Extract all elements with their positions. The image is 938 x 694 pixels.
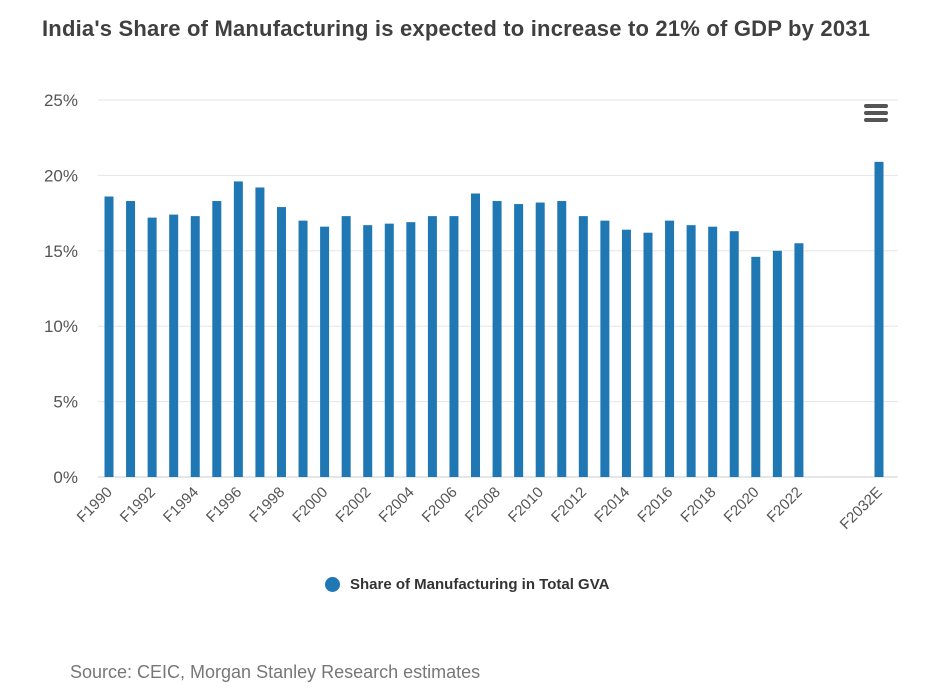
- bar[interactable]: [169, 214, 179, 477]
- bar[interactable]: [492, 201, 502, 477]
- bar[interactable]: [255, 187, 265, 478]
- x-tick-label: F2018: [677, 484, 719, 526]
- bar[interactable]: [298, 220, 308, 477]
- hamburger-menu-icon[interactable]: [864, 104, 888, 126]
- y-tick-label: 0%: [53, 468, 78, 487]
- bar[interactable]: [126, 201, 136, 477]
- x-tick-label: F2004: [376, 484, 418, 526]
- x-tick-label: F1996: [203, 484, 245, 526]
- y-tick-label: 20%: [44, 166, 78, 185]
- bar-chart: 0% 5% 10% 15% 20% 25% F1990 F1992 F1994 F1996 F19…: [44, 91, 898, 533]
- x-tick-label: F1998: [246, 484, 288, 526]
- bar[interactable]: [427, 216, 437, 477]
- x-tick-label: F2000: [289, 484, 331, 526]
- x-tick-label: F2016: [634, 484, 676, 526]
- bar[interactable]: [514, 204, 524, 477]
- bar[interactable]: [233, 181, 243, 477]
- legend-item[interactable]: Share of Manufacturing in Total GVA: [325, 576, 609, 593]
- y-tick-label: 25%: [44, 91, 78, 110]
- chart-title: India's Share of Manufacturing is expect…: [42, 16, 871, 41]
- bar[interactable]: [190, 216, 200, 477]
- bar[interactable]: [147, 217, 157, 477]
- bar[interactable]: [708, 226, 718, 477]
- x-tick-label: F2032E: [837, 484, 886, 533]
- legend-marker: [325, 577, 340, 592]
- x-tick-label: F2020: [721, 484, 763, 526]
- bar[interactable]: [384, 223, 394, 477]
- x-tick-label: F1990: [74, 484, 116, 526]
- x-tick-label: F1994: [160, 484, 202, 526]
- bar[interactable]: [794, 243, 804, 477]
- bar[interactable]: [578, 216, 588, 477]
- x-tick-label: F2022: [764, 484, 806, 526]
- bar[interactable]: [621, 229, 631, 477]
- bar[interactable]: [772, 250, 782, 477]
- y-tick-label: 5%: [53, 393, 78, 412]
- bar[interactable]: [449, 216, 459, 477]
- bar[interactable]: [874, 161, 884, 477]
- bar[interactable]: [643, 232, 653, 477]
- bar[interactable]: [535, 202, 545, 477]
- bar[interactable]: [729, 231, 739, 477]
- x-tick-label: F2008: [462, 484, 504, 526]
- bar[interactable]: [406, 222, 416, 477]
- bar[interactable]: [341, 216, 351, 477]
- x-tick-label: F2012: [548, 484, 590, 526]
- bar[interactable]: [212, 201, 222, 477]
- bar[interactable]: [104, 196, 114, 477]
- bar[interactable]: [557, 201, 567, 477]
- legend-label: Share of Manufacturing in Total GVA: [350, 576, 610, 593]
- bar[interactable]: [320, 226, 330, 477]
- bar[interactable]: [276, 207, 286, 477]
- x-tick-label: F2002: [332, 484, 374, 526]
- y-tick-label: 10%: [44, 317, 78, 336]
- x-tick-label: F2010: [505, 484, 547, 526]
- x-tick-label: F2014: [591, 484, 633, 526]
- bar[interactable]: [600, 220, 610, 477]
- bar[interactable]: [363, 225, 373, 477]
- x-tick-label: F2006: [419, 484, 461, 526]
- y-tick-label: 15%: [44, 242, 78, 261]
- bar[interactable]: [686, 225, 696, 477]
- bar[interactable]: [665, 220, 675, 477]
- x-tick-label: F1992: [117, 484, 159, 526]
- source-note: Source: CEIC, Morgan Stanley Research es…: [70, 662, 481, 682]
- bar[interactable]: [471, 193, 481, 477]
- bar[interactable]: [751, 256, 761, 477]
